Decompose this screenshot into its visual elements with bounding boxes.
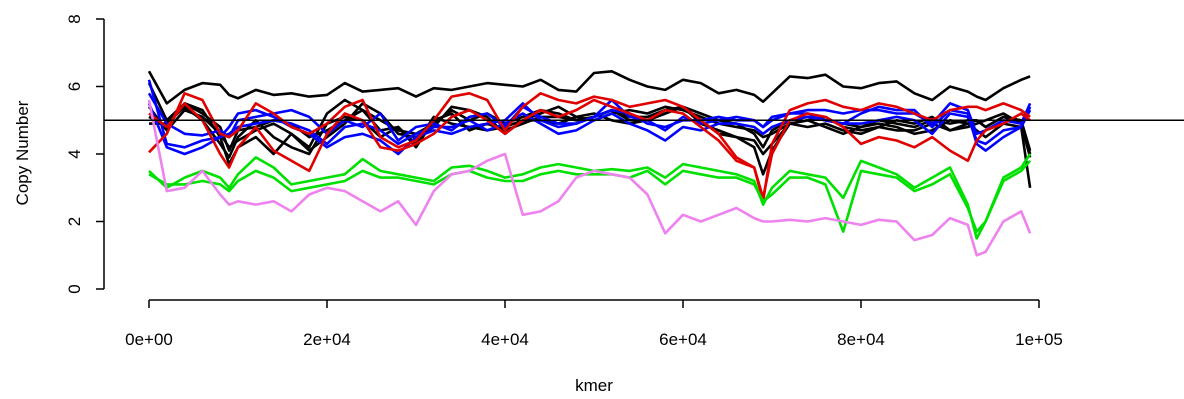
x-tick-label: 0e+00: [125, 330, 173, 349]
x-tick-label: 4e+04: [481, 330, 529, 349]
y-axis-label: Copy Number: [13, 100, 32, 205]
series-line-9: [148, 92, 1031, 203]
y-tick-label: 4: [65, 149, 84, 158]
series-line-10: [148, 98, 1031, 200]
y-axis: 0 2 4 6 8: [65, 14, 105, 294]
x-tick-label: 1e+05: [1015, 330, 1063, 349]
x-tick-label: 8e+04: [837, 330, 885, 349]
series-line-1: [147, 70, 1031, 105]
x-tick-label: 6e+04: [659, 330, 707, 349]
y-tick-label: 0: [65, 284, 84, 293]
series-line-12: [148, 159, 1032, 233]
x-axis-label: kmer: [575, 376, 613, 395]
series-line-7: [147, 79, 1032, 149]
x-axis: 0e+00 2e+04 4e+04 6e+04 8e+04 1e+05: [125, 299, 1063, 349]
series-line-13: [147, 99, 1032, 257]
series-line-11: [148, 153, 1032, 240]
y-tick-label: 6: [65, 82, 84, 91]
series-line-6: [147, 92, 1032, 142]
y-tick-label: 2: [65, 217, 84, 226]
series-layer: [147, 70, 1032, 257]
x-tick-label: 2e+04: [303, 330, 351, 349]
y-tick-label: 8: [65, 14, 84, 23]
